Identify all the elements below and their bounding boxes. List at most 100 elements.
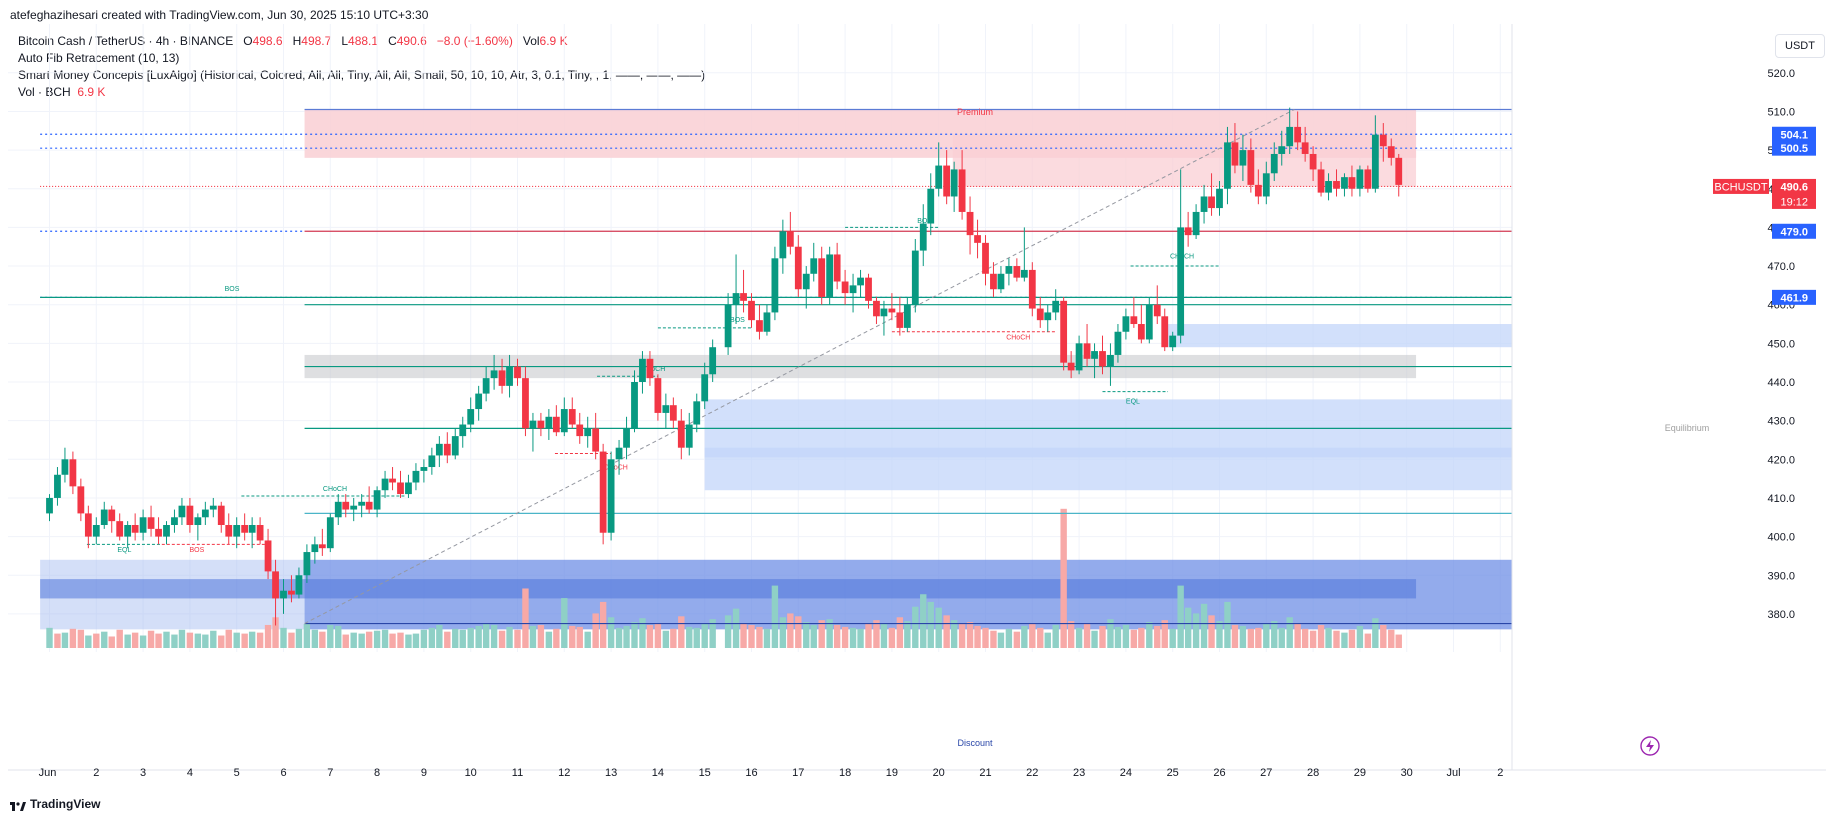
- legend-symbol-row[interactable]: Bitcoin Cash / TetherUS · 4h · BINANCE O…: [18, 33, 705, 50]
- volume-indicator-label: Vol · BCH: [18, 85, 71, 99]
- candle-body: [1341, 177, 1348, 189]
- candle-body: [662, 405, 670, 413]
- symbol-title[interactable]: Bitcoin Cash / TetherUS · 4h · BINANCE: [18, 34, 234, 48]
- volume-bar: [833, 624, 841, 648]
- candle-body: [318, 544, 326, 549]
- price-axis[interactable]: 380.0 390.0 400.0 410.0 420.0 430.0 440.0 450.0…: [1511, 24, 1795, 770]
- volume-bar: [342, 634, 349, 648]
- volume-bar: [1146, 622, 1153, 648]
- candle-body: [833, 254, 841, 282]
- open-value: 498.6: [252, 34, 283, 48]
- volume-bar: [654, 623, 662, 648]
- candle-body: [288, 590, 295, 595]
- candle-body: [873, 300, 880, 317]
- volume-bar: [1029, 623, 1036, 648]
- currency-selector[interactable]: USDT: [1775, 34, 1825, 58]
- candle-body: [1161, 316, 1169, 348]
- volume-bar: [599, 601, 607, 648]
- candle-body: [155, 528, 162, 537]
- candle-body: [1270, 153, 1278, 174]
- volume-bar: [841, 626, 849, 648]
- volume-bar: [131, 632, 139, 648]
- candle-body: [365, 501, 373, 510]
- volume-bar: [225, 629, 232, 648]
- time-axis[interactable]: Jun 2 3 4 5 6 7 8 9 10 11 12 13 14 15 16 17 18 19 20 21 22 23 2…: [8, 767, 1826, 779]
- volume-bar: [498, 630, 506, 648]
- candle-body: [802, 273, 810, 290]
- candle-body: [888, 308, 896, 313]
- candle-body: [482, 378, 490, 394]
- candle-body: [1371, 134, 1379, 189]
- volume-bar: [623, 625, 630, 648]
- volume-bar: [912, 606, 919, 648]
- candle-body: [919, 223, 927, 251]
- tradingview-logo[interactable]: TradingView: [10, 797, 100, 811]
- candle-body: [615, 447, 623, 460]
- candle-body: [54, 474, 61, 498]
- countdown-text: 19:12: [1780, 196, 1808, 208]
- volume-bar: [288, 632, 295, 648]
- candle-body: [943, 165, 951, 197]
- volume-bar: [475, 625, 482, 648]
- candle-body: [1387, 146, 1395, 158]
- volume-bar: [865, 624, 872, 648]
- candle-body: [1067, 362, 1075, 371]
- price-label-text: 461.9: [1780, 292, 1808, 304]
- candle-body: [724, 304, 732, 348]
- volume-bar: [1060, 508, 1067, 648]
- time-tick-label: 23: [1073, 767, 1085, 779]
- goto-realtime-button[interactable]: [1640, 736, 1660, 756]
- candle-body: [693, 401, 701, 425]
- indicator-volume[interactable]: Vol · BCH 6.9 K: [18, 84, 705, 101]
- structure-label: CHoCH: [1006, 334, 1030, 341]
- price-label-text: 500.5: [1780, 143, 1808, 155]
- volume-bar: [670, 628, 677, 648]
- volume-bar: [1052, 624, 1059, 648]
- volume-bar: [295, 628, 303, 648]
- candle-body: [927, 188, 935, 224]
- candle-body: [1169, 335, 1177, 348]
- market-structure: BOSEQLBOSCHoCHCHoCHCHoCHBOSBOSCHoCHCHoCH…: [86, 218, 1220, 554]
- candle-body: [1130, 316, 1138, 325]
- candle-body: [194, 517, 202, 526]
- candle-body: [740, 293, 747, 301]
- volume-bar: [405, 634, 412, 648]
- volume-value: 6.9 K: [539, 34, 568, 48]
- price-label-box: [1772, 126, 1816, 142]
- candle-body: [701, 374, 709, 402]
- candle-body: [1301, 142, 1309, 154]
- candle-body: [1013, 266, 1021, 278]
- time-tick-label: 16: [745, 767, 757, 779]
- volume-bar: [420, 629, 428, 648]
- candle-body: [428, 455, 436, 468]
- candle-body: [685, 424, 693, 448]
- volume-bar: [46, 627, 53, 648]
- zone-labels: Premium Equilibrium Discount: [957, 107, 1709, 748]
- candle-body: [537, 420, 545, 429]
- volume-bar: [1208, 615, 1215, 648]
- candle-body: [233, 525, 241, 537]
- price-label-box: [1772, 289, 1816, 305]
- candle-body: [451, 436, 459, 456]
- volume-bar: [1005, 628, 1013, 648]
- time-tick-label: 20: [933, 767, 945, 779]
- volume-bar: [186, 632, 194, 648]
- volume-bar: [607, 617, 615, 648]
- candle-body: [1114, 331, 1122, 355]
- volume-bar: [1114, 626, 1122, 648]
- indicator-fib[interactable]: Auto Fib Retracement (10, 13): [18, 51, 180, 65]
- chart-caption: atefeghazihesari created with TradingVie…: [10, 8, 429, 22]
- candle-body: [623, 428, 630, 448]
- open-label: O: [243, 34, 253, 48]
- candle-body: [1224, 142, 1231, 189]
- candle-body: [147, 517, 155, 529]
- volume-bar: [139, 635, 147, 648]
- volume-bar: [233, 632, 240, 648]
- time-tick-label: 13: [605, 767, 617, 779]
- volume-bar: [1372, 618, 1379, 648]
- horizontal-levels: [40, 108, 1512, 625]
- candle-body: [1145, 304, 1153, 340]
- volume-bar: [935, 607, 942, 648]
- volume-bar: [77, 629, 85, 648]
